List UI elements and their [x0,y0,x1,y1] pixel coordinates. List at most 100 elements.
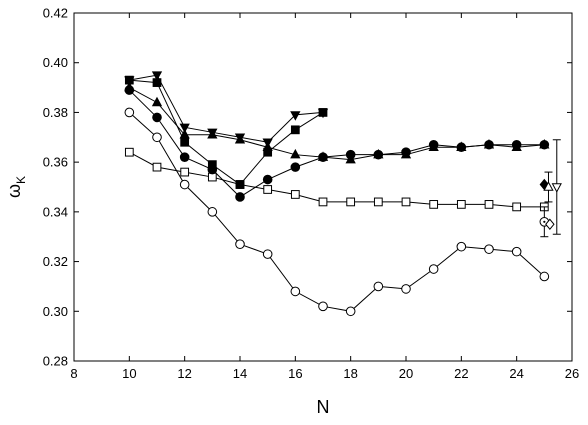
data-point [511,141,522,151]
y-tick-label: 0.42 [43,6,68,21]
y-tick-label: 0.28 [43,354,68,369]
data-point [290,148,301,159]
series-open-circle [124,107,550,317]
data-point [400,148,412,159]
x-tick-label: 26 [565,366,579,381]
series-filled-triangle-down [124,71,329,149]
data-point [484,200,494,209]
data-point [290,286,301,297]
x-tick-label: 18 [343,366,357,381]
data-point [373,148,384,159]
data-point [207,128,218,139]
x-axis-label: N [317,397,330,417]
extrapolated-points [539,139,562,238]
data-point [290,125,300,135]
data-point [262,174,273,185]
extrapolated-point [543,181,554,191]
data-point [235,192,245,202]
data-point [373,197,383,207]
data-point [262,138,273,149]
plot-marks [124,71,562,317]
data-point [373,281,384,292]
data-point [318,301,328,312]
data-point [179,123,190,134]
data-point [428,264,439,274]
data-point [290,190,300,199]
y-tick-label: 0.36 [43,155,68,170]
y-tick-label: 0.30 [43,304,68,319]
extrapolated-point [545,218,555,231]
data-point [207,160,217,169]
data-point [401,197,411,207]
data-point [263,147,273,157]
series-line [128,112,545,312]
x-tick-label: 8 [70,366,77,381]
data-point [180,167,190,177]
data-point [429,200,439,209]
data-point [124,76,135,86]
axis-ticks: 8 10 12 14 16 18 20 22 24 26 0.28 0.30 0.32 0.34 0.36 0… [43,6,580,382]
data-point [483,138,495,149]
data-point [290,111,301,121]
data-point [345,153,356,164]
data-point [124,81,135,92]
x-tick-label: 22 [454,366,468,381]
series-line [129,87,545,161]
data-point [234,133,246,144]
data-point [263,185,273,194]
data-point [152,162,162,172]
x-tick-label: 20 [399,366,413,381]
data-point [318,197,328,207]
data-point [290,162,301,172]
data-point [151,71,163,81]
x-tick-label: 10 [122,366,136,381]
data-point [428,141,439,151]
data-point [179,179,190,190]
data-point [179,152,190,162]
data-point [456,200,466,209]
data-point [511,246,522,257]
data-point [456,241,467,252]
series-line [129,79,324,186]
series-line [128,89,545,198]
series-filled-triangle-up [124,81,550,164]
data-point [401,284,411,294]
extrapolated-point-center [543,220,546,223]
x-tick-label: 12 [177,366,191,381]
data-point [539,138,550,149]
y-axis-label-symbol: ω [4,184,24,198]
y-tick-label: 0.34 [43,204,68,219]
data-point [346,197,356,207]
x-tick-label: 14 [233,366,247,381]
plot-frame [73,12,573,362]
data-point [317,151,329,161]
data-point [124,107,135,118]
data-point [235,180,245,189]
y-axis-label-subscript: K [14,176,28,184]
data-point [484,244,494,254]
data-point [207,207,218,217]
data-point [345,306,356,317]
series-line [129,74,324,143]
data-point [180,137,190,147]
x-tick-label: 16 [288,366,302,381]
extrapolated-point [551,183,562,193]
x-tick-label: 24 [509,366,523,381]
series-line [129,151,545,208]
data-point [152,132,162,143]
y-axis-label: ωK [4,176,28,198]
data-point [539,271,550,282]
data-point [151,96,163,107]
y-tick-label: 0.32 [43,254,68,269]
y-tick-label: 0.38 [43,105,68,120]
data-point [124,147,134,157]
data-point [152,112,162,123]
data-point [512,202,522,212]
data-point [456,141,467,151]
data-point [262,249,273,259]
data-point [317,108,329,119]
y-tick-label: 0.40 [43,55,68,70]
data-point [235,239,245,249]
